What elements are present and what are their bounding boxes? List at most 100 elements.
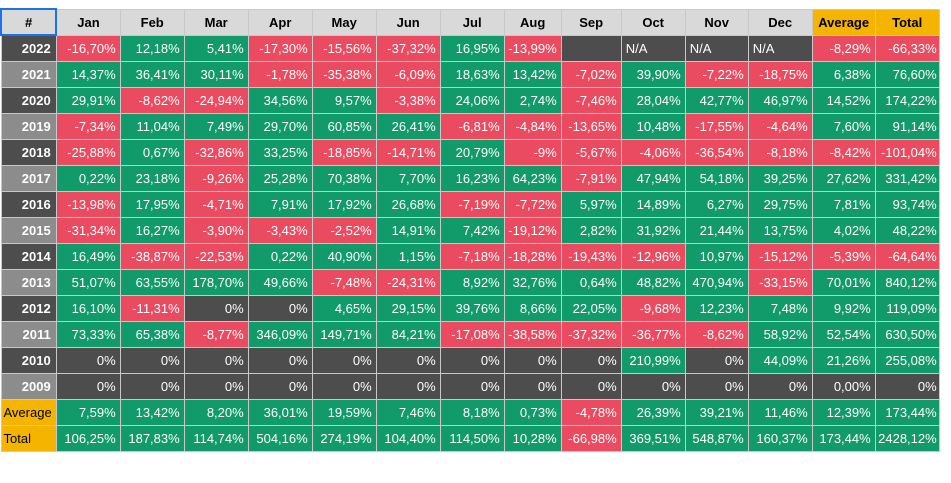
summary-cell[interactable]: 7,59% [55, 398, 121, 426]
table-cell[interactable]: 0,00% [811, 372, 876, 400]
row-header-year[interactable]: 2020 [0, 86, 57, 114]
table-cell[interactable]: -4,06% [620, 138, 686, 166]
table-cell[interactable]: 60,85% [311, 112, 377, 140]
table-cell[interactable]: -7,46% [560, 86, 622, 114]
table-cell[interactable]: 0% [375, 346, 441, 374]
table-cell[interactable]: 26,41% [375, 112, 441, 140]
column-header-dec[interactable]: Dec [747, 8, 813, 36]
table-cell[interactable]: 4,65% [311, 294, 377, 322]
table-cell[interactable]: 0% [311, 372, 377, 400]
summary-cell[interactable]: 160,37% [747, 424, 813, 452]
table-cell[interactable]: 2,82% [560, 216, 622, 244]
table-cell[interactable]: 25,28% [247, 164, 313, 192]
table-cell[interactable]: 48,22% [874, 216, 940, 244]
table-cell[interactable]: -8,62% [119, 86, 185, 114]
table-cell[interactable]: 14,37% [55, 60, 121, 88]
table-cell[interactable]: 44,09% [747, 346, 813, 374]
table-cell[interactable]: 0% [247, 346, 313, 374]
table-cell[interactable]: 12,23% [684, 294, 749, 322]
column-header-sep[interactable]: Sep [560, 8, 622, 36]
table-cell[interactable]: -9% [503, 138, 562, 166]
table-cell[interactable]: 0% [311, 346, 377, 374]
table-cell[interactable]: -3,43% [247, 216, 313, 244]
table-cell[interactable]: 29,75% [747, 190, 813, 218]
table-cell[interactable]: 12,18% [119, 34, 185, 62]
table-cell[interactable]: 7,91% [247, 190, 313, 218]
table-cell[interactable]: 17,92% [311, 190, 377, 218]
table-cell[interactable]: 0% [620, 372, 686, 400]
table-cell[interactable]: 22,05% [560, 294, 622, 322]
table-cell[interactable]: 14,89% [620, 190, 686, 218]
table-cell[interactable]: 0% [183, 294, 249, 322]
table-cell[interactable]: 0,67% [119, 138, 185, 166]
table-cell[interactable]: 39,76% [439, 294, 505, 322]
table-cell[interactable]: -2,52% [311, 216, 377, 244]
table-cell[interactable]: 0% [747, 372, 813, 400]
table-cell[interactable]: -8,62% [684, 320, 749, 348]
summary-cell[interactable]: -66,98% [560, 424, 622, 452]
table-cell[interactable]: -7,19% [439, 190, 505, 218]
table-cell[interactable]: -101,04% [874, 138, 940, 166]
table-cell[interactable]: 29,70% [247, 112, 313, 140]
table-cell[interactable]: 13,42% [503, 60, 562, 88]
table-cell[interactable]: 0% [439, 372, 505, 400]
table-cell[interactable]: 5,41% [183, 34, 249, 62]
table-cell[interactable]: -11,31% [119, 294, 185, 322]
column-header-oct[interactable]: Oct [620, 8, 686, 36]
table-cell[interactable]: 119,09% [874, 294, 940, 322]
table-cell[interactable]: 255,08% [874, 346, 940, 374]
table-cell[interactable]: -9,26% [183, 164, 249, 192]
table-cell[interactable]: -7,91% [560, 164, 622, 192]
row-header-year[interactable]: 2011 [0, 320, 57, 348]
row-header-year[interactable]: 2017 [0, 164, 57, 192]
table-cell[interactable]: 470,94% [684, 268, 749, 296]
table-cell[interactable]: -37,32% [375, 34, 441, 62]
table-cell[interactable]: 210,99% [620, 346, 686, 374]
table-cell[interactable]: 0% [119, 346, 185, 374]
table-cell[interactable]: -32,86% [183, 138, 249, 166]
summary-cell[interactable]: 8,20% [183, 398, 249, 426]
corner-header-cell[interactable]: # [0, 8, 58, 36]
table-cell[interactable]: -5,39% [811, 242, 876, 270]
table-cell[interactable]: 31,92% [620, 216, 686, 244]
table-cell[interactable]: -17,08% [439, 320, 505, 348]
table-cell[interactable]: -37,32% [560, 320, 622, 348]
table-cell[interactable]: -7,22% [684, 60, 749, 88]
table-cell[interactable]: 7,42% [439, 216, 505, 244]
table-cell[interactable]: 70,01% [811, 268, 876, 296]
table-cell[interactable]: 346,09% [247, 320, 313, 348]
table-cell[interactable]: -17,55% [684, 112, 749, 140]
summary-cell[interactable]: 504,16% [247, 424, 313, 452]
table-cell[interactable]: -7,72% [503, 190, 562, 218]
table-cell[interactable]: -13,65% [560, 112, 622, 140]
table-cell[interactable]: -36,54% [684, 138, 749, 166]
table-cell[interactable]: 2,74% [503, 86, 562, 114]
table-cell[interactable]: 0% [560, 372, 622, 400]
table-cell[interactable]: -7,18% [439, 242, 505, 270]
summary-cell[interactable]: 11,46% [747, 398, 813, 426]
table-cell[interactable]: 54,18% [684, 164, 749, 192]
table-cell[interactable]: 33,25% [247, 138, 313, 166]
table-cell[interactable]: -13,98% [55, 190, 121, 218]
summary-cell[interactable]: 369,51% [620, 424, 686, 452]
table-cell[interactable]: 0% [439, 346, 505, 374]
summary-cell[interactable]: 36,01% [247, 398, 313, 426]
table-cell[interactable]: -4,64% [747, 112, 813, 140]
table-cell[interactable]: 0% [247, 372, 313, 400]
table-cell[interactable]: 32,76% [503, 268, 562, 296]
summary-cell[interactable]: 10,28% [503, 424, 562, 452]
summary-cell[interactable]: 104,40% [375, 424, 441, 452]
column-header-may[interactable]: May [311, 8, 377, 36]
column-header-jan[interactable]: Jan [55, 8, 121, 36]
summary-cell[interactable]: 26,39% [620, 398, 686, 426]
table-cell[interactable]: 8,92% [439, 268, 505, 296]
table-cell[interactable]: 21,44% [684, 216, 749, 244]
table-cell[interactable]: 5,97% [560, 190, 622, 218]
summary-cell[interactable]: 114,50% [439, 424, 505, 452]
table-cell[interactable]: 18,63% [439, 60, 505, 88]
table-cell[interactable]: 23,18% [119, 164, 185, 192]
column-header-aug[interactable]: Aug [503, 8, 562, 36]
table-cell[interactable]: 7,70% [375, 164, 441, 192]
table-cell[interactable]: 4,02% [811, 216, 876, 244]
table-cell[interactable]: 27,62% [811, 164, 876, 192]
